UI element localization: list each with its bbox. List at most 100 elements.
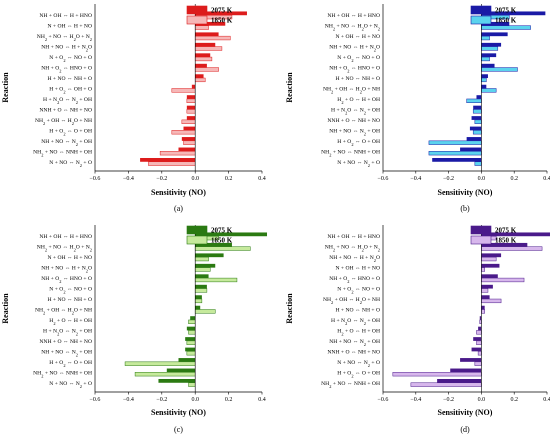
reaction-label: NNH + O ⇔ NH + NO — [39, 339, 92, 345]
bar-hot-4 — [195, 53, 211, 58]
bar-hot-7 — [481, 305, 485, 310]
bar-hot-5 — [481, 63, 495, 68]
bar-cold-9 — [476, 330, 482, 335]
x-tick-label: 0.0 — [191, 397, 199, 403]
legend-swatch — [470, 15, 492, 25]
bar-cold-12 — [474, 361, 482, 366]
bar-cold-14 — [410, 382, 482, 387]
legend-swatch — [186, 15, 208, 25]
panel-letter: (a) — [174, 204, 183, 213]
x-tick-label: −0.4 — [123, 397, 134, 403]
reaction-label: N + O2 ⇔ NO + O — [49, 287, 92, 295]
bar-cold-1 — [194, 25, 209, 30]
y-axis-title: Reaction — [285, 293, 294, 324]
bar-cold-11 — [472, 130, 482, 135]
bar-hot-0 — [481, 232, 550, 237]
bar-hot-13 — [460, 147, 482, 152]
x-tick-label: −0.2 — [156, 176, 167, 182]
x-tick-label: −0.2 — [443, 176, 454, 182]
legend-swatch — [470, 235, 492, 245]
bar-cold-1 — [194, 246, 251, 251]
legend: 2075 K 1850 K — [470, 225, 517, 245]
reaction-label: NH2 + NO ⇔ NNH + OH — [321, 149, 380, 157]
x-axis-title: Sensitivity (NO) — [151, 408, 206, 417]
bar-hot-4 — [195, 274, 209, 279]
reaction-label: NH + OH ⇔ H + HNO — [327, 13, 380, 19]
reaction-label: N + O2 ⇔ NO + O — [49, 55, 92, 63]
reaction-label: NH + NO ⇔ H + N2O — [41, 266, 92, 274]
bar-cold-4 — [481, 56, 490, 62]
y-axis-title: Reaction — [1, 72, 10, 103]
bar-cold-10 — [474, 119, 482, 124]
x-tick-label: −0.2 — [443, 397, 454, 403]
bar-cold-2 — [481, 256, 497, 262]
x-tick-label: 0.4 — [543, 176, 550, 182]
x-tick-label: −0.6 — [90, 397, 101, 403]
bar-cold-9 — [188, 330, 196, 335]
bar-hot-7 — [191, 84, 196, 89]
reaction-label: N + OH ⇔ H + NO — [47, 255, 92, 261]
bar-hot-10 — [185, 337, 196, 341]
legend-swatch — [186, 5, 208, 15]
reaction-label: N + OH ⇔ H + NO — [47, 24, 92, 30]
reaction-label: H + N2O ⇔ N2 + OH — [331, 107, 380, 115]
reaction-label: H + NO ⇔ NH + O — [335, 76, 380, 82]
bar-cold-5 — [194, 67, 219, 72]
reaction-label: H + N2O ⇔ N2 + OH — [43, 328, 92, 336]
legend-swatch — [186, 235, 208, 245]
bar-hot-9 — [478, 326, 482, 331]
bar-hot-13 — [166, 368, 196, 373]
bar-cold-2 — [194, 35, 231, 41]
chart-panel-1: NH + OH ⇔ H + HNO NH2 + NO ⇔ H2O + N2 N + … — [285, 4, 550, 213]
bar-hot-11 — [185, 347, 196, 352]
reaction-label: NH + NO ⇔ N2 + OH — [329, 339, 380, 347]
legend-label: 2075 K — [495, 227, 517, 235]
bar-cold-14 — [188, 382, 196, 387]
bar-hot-9 — [186, 326, 196, 331]
legend-label: 1850 K — [495, 237, 517, 245]
reaction-label: NH + NO ⇔ H + N2O — [329, 255, 380, 263]
bar-cold-5 — [194, 288, 208, 293]
bar-cold-4 — [194, 277, 238, 283]
bar-hot-0 — [195, 11, 247, 16]
bar-cold-12 — [124, 361, 196, 366]
reaction-label: NH + NO ⇔ N2 + OH — [41, 139, 92, 147]
bar-cold-8 — [466, 98, 482, 103]
bar-hot-14 — [437, 378, 482, 383]
bar-hot-5 — [195, 63, 207, 68]
bar-hot-10 — [471, 116, 482, 120]
bar-cold-14 — [474, 161, 482, 166]
reaction-label: NNH + O ⇔ NH + NO — [327, 349, 380, 355]
reaction-label: NH + OH ⇔ H + HNO — [39, 13, 92, 19]
reaction-label: NH + O2 ⇔ HNO + O — [329, 276, 380, 284]
bar-hot-14 — [140, 157, 196, 162]
bar-cold-3 — [194, 267, 211, 272]
bar-cold-8 — [188, 319, 196, 324]
bar-cold-2 — [481, 35, 490, 41]
legend-swatch — [470, 5, 492, 15]
x-tick-label: −0.4 — [410, 397, 421, 403]
reaction-label: NH2 + OH ⇔ H2O + NH — [35, 308, 92, 316]
bar-cold-10 — [476, 340, 482, 345]
reaction-label: H + O2 ⇔ O + OH — [337, 370, 380, 378]
bar-hot-12 — [460, 358, 482, 362]
x-tick-label: −0.6 — [378, 176, 389, 182]
reaction-label: NNH + O ⇔ NH + NO — [39, 107, 92, 113]
legend-label: 1850 K — [211, 17, 233, 25]
bar-hot-3 — [481, 263, 500, 268]
panel-letter: (d) — [460, 425, 470, 434]
bar-hot-1 — [195, 21, 226, 26]
chart-panel-0: NH + OH ⇔ H + HNO N + OH ⇔ H + NO NH2 + NO… — [1, 4, 266, 213]
x-axis-title: Sensitivity (NO) — [438, 408, 493, 417]
bar-hot-1 — [481, 242, 528, 247]
bar-hot-12 — [181, 137, 196, 141]
bar-cold-7 — [171, 88, 196, 93]
reaction-label: N + NO ⇔ N2 + O — [49, 381, 92, 389]
legend-label: 2075 K — [495, 7, 517, 15]
bar-cold-13 — [134, 372, 196, 377]
bar-hot-11 — [469, 126, 482, 131]
x-tick-label: −0.2 — [156, 397, 167, 403]
legend-label: 2075 K — [211, 227, 233, 235]
bar-cold-9 — [186, 109, 196, 114]
reaction-label: N + OH ⇔ H + NO — [335, 266, 380, 272]
